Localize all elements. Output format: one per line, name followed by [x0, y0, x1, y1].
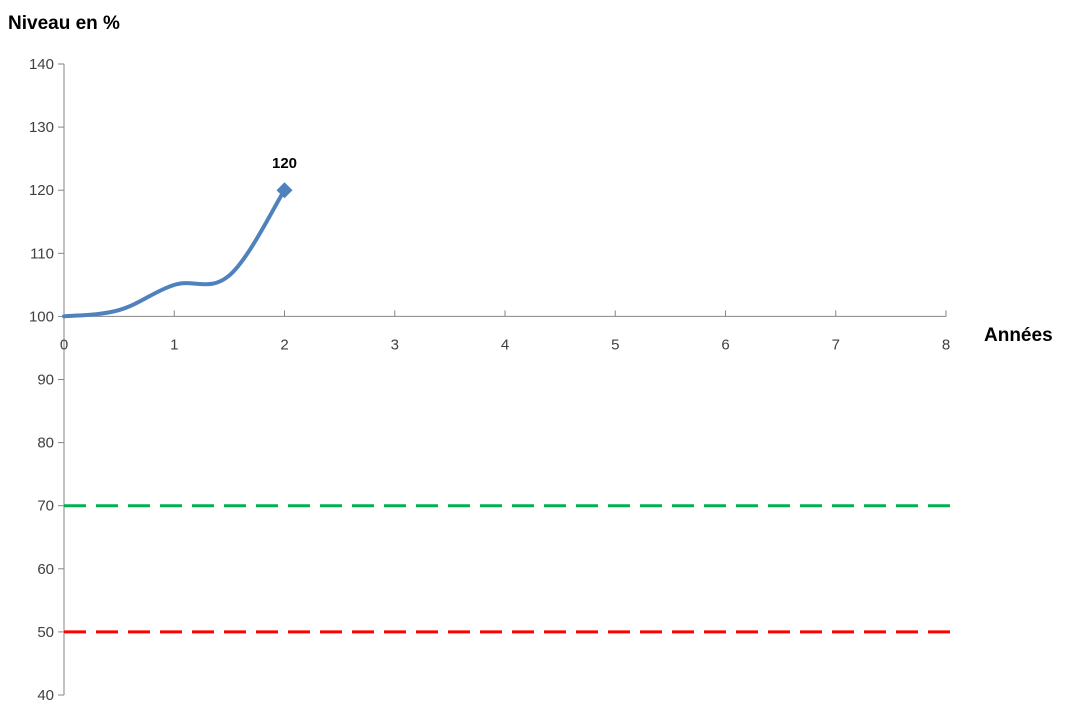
- y-axis-title: Niveau en %: [8, 13, 120, 34]
- y-tick-label: 70: [37, 498, 54, 515]
- y-tick-label: 90: [37, 372, 54, 389]
- y-tick-label: 60: [37, 561, 54, 578]
- x-tick-label: 6: [721, 336, 729, 353]
- x-tick-label: 2: [280, 336, 288, 353]
- axes: 40 50 60 70 80 90 100 110 120 130 140 0 1 2 3 4 5 6 7 8: [29, 56, 950, 704]
- series-line: [62, 188, 287, 319]
- y-tick-label: 100: [29, 308, 54, 325]
- data-point-marker: [276, 182, 293, 199]
- y-tick-label: 50: [37, 624, 54, 641]
- x-tick-label: 8: [942, 336, 950, 353]
- x-tick-label: 0: [60, 336, 68, 353]
- y-tick-label: 140: [29, 56, 54, 73]
- x-axis-title: Années: [984, 325, 1053, 346]
- x-tick-label: 7: [832, 336, 840, 353]
- data-labels: 120: [272, 155, 297, 172]
- y-tick-label: 40: [37, 687, 54, 704]
- x-tick-label: 4: [501, 336, 509, 353]
- x-tick-label: 3: [391, 336, 399, 353]
- y-tick-label: 120: [29, 182, 54, 199]
- x-tick-label: 1: [170, 336, 178, 353]
- x-tick-label: 5: [611, 336, 619, 353]
- series-layer: [62, 182, 293, 319]
- reference-lines: [64, 504, 958, 634]
- y-tick-label: 130: [29, 119, 54, 136]
- y-tick-label: 110: [30, 245, 54, 262]
- y-tick-label: 80: [37, 435, 54, 452]
- data-label: 120: [272, 155, 297, 172]
